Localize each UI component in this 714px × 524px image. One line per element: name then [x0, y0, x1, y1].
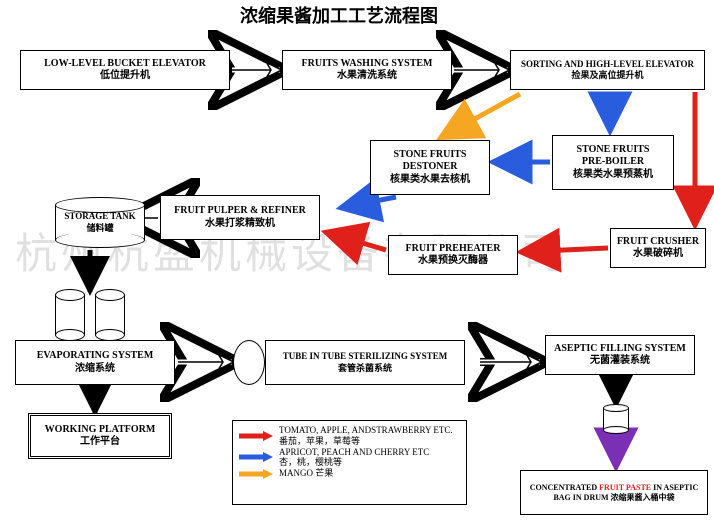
node-en: LOW-LEVEL BUCKET ELEVATOR [44, 58, 206, 71]
node-en: STONE FRUITSDESTONER [394, 149, 467, 174]
node-zh: 水果打浆精致机 [205, 218, 275, 231]
node-zh: 核果类水果去核机 [390, 174, 470, 187]
node-aseptic: ASEPTIC FILLING SYSTEM无菌灌装系统 [545, 335, 695, 375]
node-en: FRUIT PULPER & REFINER [174, 205, 306, 218]
legend-zh: 番茄，苹果，草莓等 [279, 436, 453, 447]
node-zh: 无菌灌装系统 [590, 355, 650, 368]
legend-row: MANGO 芒果 [239, 468, 460, 479]
node-zh: 捡果及高位提升机 [571, 70, 643, 81]
node-zh: 水果破碎机 [633, 248, 683, 261]
node-en: EVAPORATING SYSTEM [37, 350, 154, 363]
node-zh: 水果预换灭酶器 [418, 255, 488, 268]
node-zh: 核果类水果预蒸机 [573, 169, 653, 182]
node-evap: EVAPORATING SYSTEM浓缩系统 [15, 340, 175, 385]
node-en: FRUIT CRUSHER [617, 236, 699, 249]
node-en: STONE FRUITSPRE-BOILER [577, 144, 650, 169]
node-zh: 工作平台 [80, 436, 120, 449]
legend-en: APRICOT, PEACH AND CHERRY ETC [279, 447, 429, 458]
node-pulper: FRUIT PULPER & REFINER水果打浆精致机 [160, 195, 320, 240]
legend-zh: 杏，桃，樱桃等 [279, 457, 429, 468]
node-elevator: LOW-LEVEL BUCKET ELEVATOR低位提升机 [20, 50, 230, 90]
legend-row: APRICOT, PEACH AND CHERRY ETC杏，桃，樱桃等 [239, 447, 460, 469]
node-platform: WORKING PLATFORM工作平台 [30, 415, 170, 457]
node-en: WORKING PLATFORM [45, 424, 156, 437]
legend-en: TOMATO, APPLE, ANDSTRAWBERRY ETC. [279, 425, 453, 436]
node-en: CONCENTRATED FRUIT PASTE IN ASEPTICBAG I… [530, 483, 698, 503]
page-title: 浓缩果酱加工工艺流程图 [240, 2, 438, 28]
node-en: FRUIT PREHEATER [406, 243, 501, 256]
legend-row: TOMATO, APPLE, ANDSTRAWBERRY ETC.番茄，苹果，草… [239, 425, 460, 447]
node-en: FRUITS WASHING SYSTEM [302, 58, 433, 71]
legend-en: MANGO 芒果 [279, 468, 333, 479]
node-zh: 套管杀菌系统 [338, 363, 392, 374]
node-washing: FRUITS WASHING SYSTEM水果清洗系统 [282, 50, 452, 90]
node-zh: 浓缩系统 [75, 363, 115, 376]
node-preheater: FRUIT PREHEATER水果预换灭酶器 [388, 235, 518, 275]
node-crusher: FRUIT CRUSHER水果破碎机 [610, 228, 706, 268]
canvas: { "title": { "text": "浓缩果酱加工工艺流程图", "x":… [0, 0, 714, 524]
node-preboiler: STONE FRUITSPRE-BOILER核果类水果预蒸机 [552, 135, 674, 190]
node-en: TUBE IN TUBE STERILIZING SYSTEM [283, 351, 447, 362]
node-en: SORTING AND HIGH-LEVEL ELEVATOR [521, 59, 694, 70]
node-destoner: STONE FRUITSDESTONER核果类水果去核机 [370, 140, 490, 195]
node-tube: TUBE IN TUBE STERILIZING SYSTEM套管杀菌系统 [265, 340, 465, 385]
node-zh: 水果清洗系统 [337, 70, 397, 83]
node-final: CONCENTRATED FRUIT PASTE IN ASEPTICBAG I… [520, 470, 708, 515]
node-en: ASEPTIC FILLING SYSTEM [554, 343, 686, 356]
node-sorting: SORTING AND HIGH-LEVEL ELEVATOR捡果及高位提升机 [510, 50, 705, 90]
node-zh: 低位提升机 [100, 70, 150, 83]
legend-box: TOMATO, APPLE, ANDSTRAWBERRY ETC.番茄，苹果，草… [232, 420, 467, 505]
